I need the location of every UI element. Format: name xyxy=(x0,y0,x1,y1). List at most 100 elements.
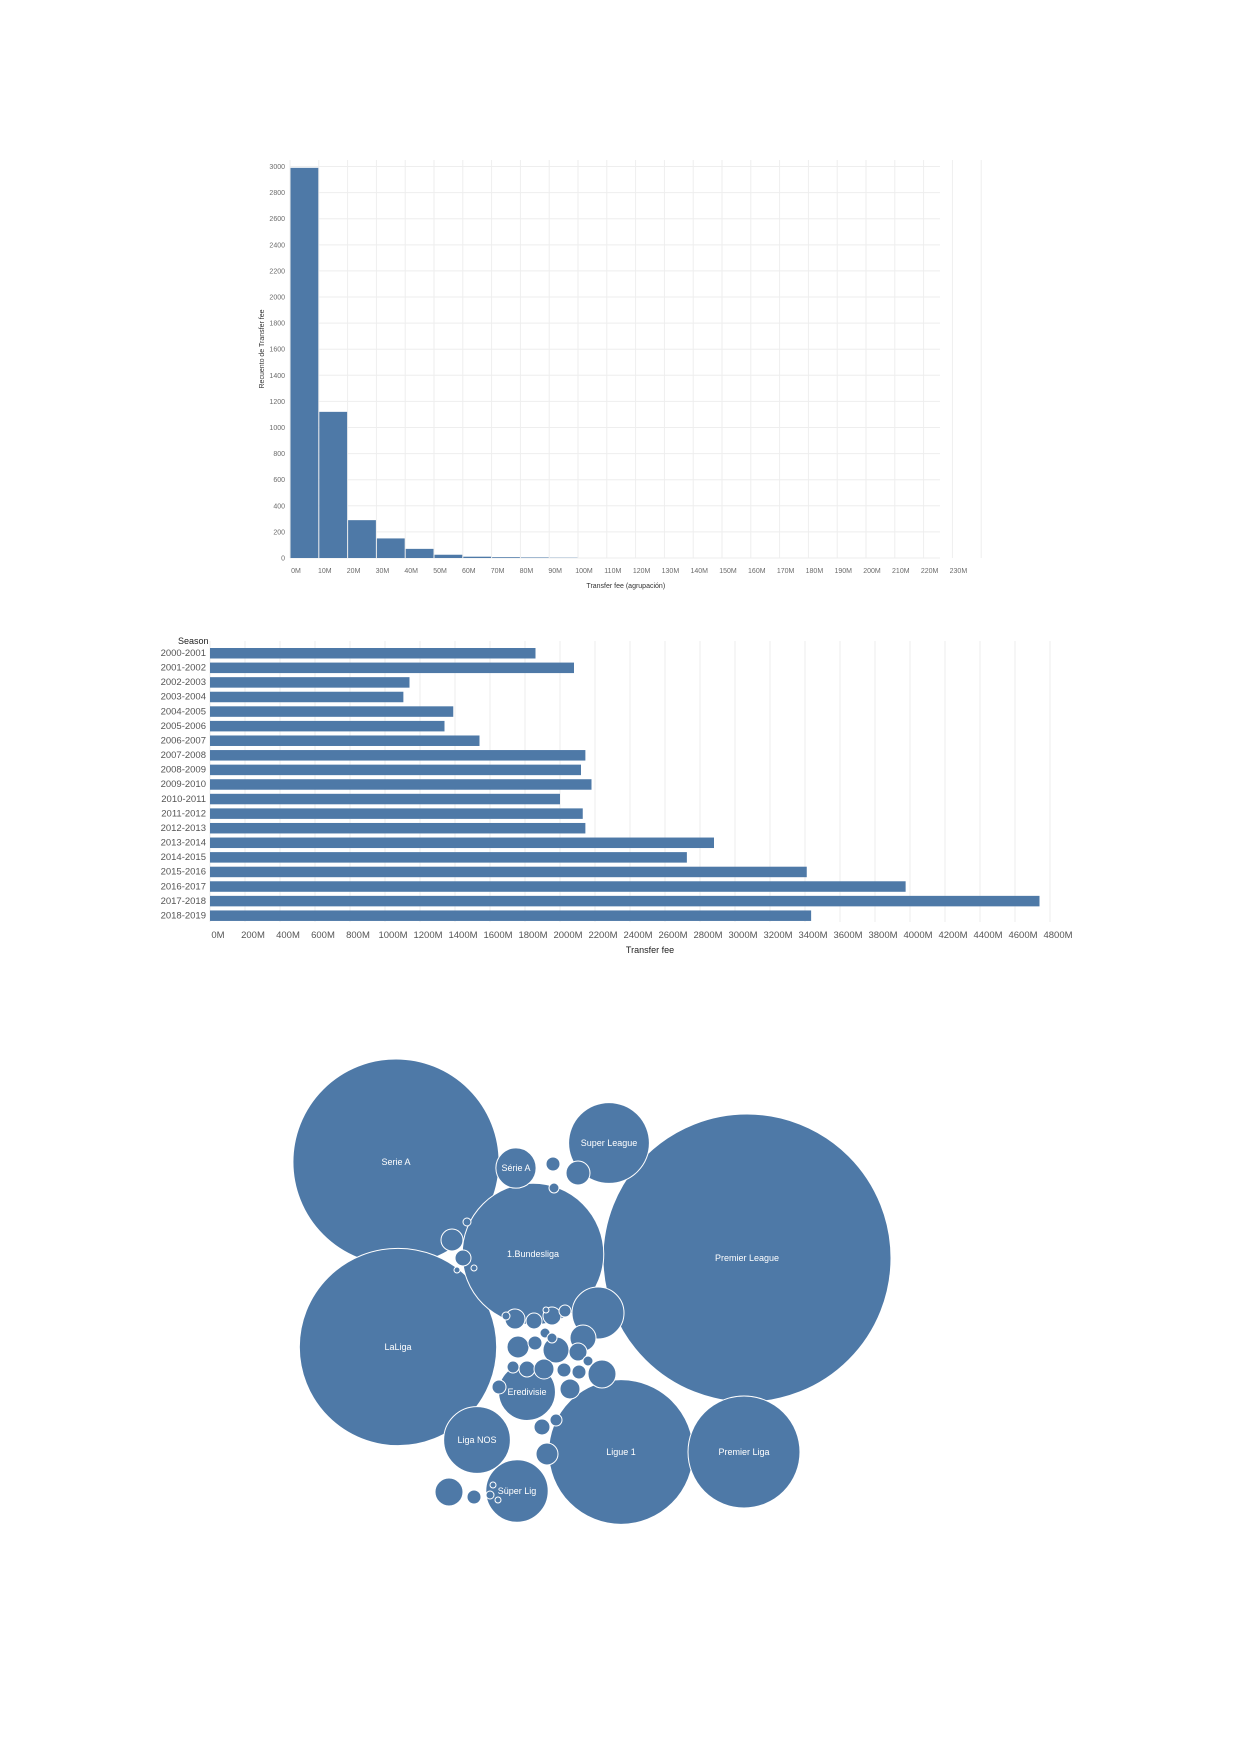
hist-x-tick-label: 120M xyxy=(633,568,651,575)
league-bubble-small xyxy=(533,1418,551,1436)
hist-y-tick-label: 200 xyxy=(273,529,285,536)
hist-y-tick-label: 400 xyxy=(273,503,285,510)
league-bubble-small xyxy=(506,1335,530,1359)
league-bubble-small xyxy=(491,1379,507,1395)
season-bar xyxy=(210,866,807,878)
season-bar xyxy=(210,750,586,761)
hist-y-tick-label: 1800 xyxy=(269,321,285,328)
hist-y-tick-label: 1600 xyxy=(269,347,285,354)
league-bubble xyxy=(687,1395,801,1509)
league-bubble-small xyxy=(559,1378,581,1400)
bars-x-tick-label: 200M xyxy=(241,930,265,941)
league-bubble-label: Eredivisie xyxy=(507,1387,546,1397)
league-bubble-small xyxy=(525,1312,543,1330)
bars-x-tick-label: 800M xyxy=(346,930,370,941)
hist-x-tick-label: 180M xyxy=(806,568,824,575)
bars-x-tick-label: 600M xyxy=(311,930,335,941)
bars-category-label: 2013-2014 xyxy=(161,838,206,849)
league-bubble-small xyxy=(462,1217,472,1227)
hist-bar xyxy=(405,548,434,558)
league-bubble-small xyxy=(453,1266,461,1274)
season-bar-chart: 0M 200M 400M 600M 800M 1000M 1200M 1400M 1600M 18… xyxy=(161,636,1073,955)
league-bubble-small xyxy=(466,1489,482,1505)
bars-x-tick-label: 3400M xyxy=(798,930,827,941)
hist-x-tick-label: 90M xyxy=(548,568,562,575)
bars-x-axis-title: Transfer fee xyxy=(626,945,674,955)
hist-x-tick-label: 230M xyxy=(950,568,968,575)
season-bar xyxy=(210,822,586,834)
league-bubble-small xyxy=(549,1413,563,1427)
league-bubble-label: Ligue 1 xyxy=(606,1447,636,1457)
bars-category-label: 2001-2002 xyxy=(161,663,206,674)
bars-x-tick-label: 3800M xyxy=(868,930,897,941)
league-bubble-small xyxy=(587,1359,617,1389)
league-bubble-small xyxy=(545,1156,561,1172)
hist-x-tick-label: 60M xyxy=(462,568,476,575)
bars-x-tick-label: 0M xyxy=(211,930,224,941)
league-bubble-small xyxy=(527,1335,543,1351)
season-bar xyxy=(210,852,687,863)
league-bubble-chart: Premier League Serie A LaLiga 1.Bundesliga L… xyxy=(292,1058,892,1525)
season-bar xyxy=(210,837,714,849)
league-bubble xyxy=(298,1247,498,1447)
bars-x-tick-label: 4600M xyxy=(1008,930,1037,941)
league-bubble-small xyxy=(548,1182,560,1194)
bars-category-label: 2003-2004 xyxy=(161,692,206,703)
league-bubble-label: Premier Liga xyxy=(718,1447,769,1457)
hist-bar xyxy=(290,167,319,558)
bars-x-tick-label: 2800M xyxy=(693,930,722,941)
hist-x-tick-label: 0M xyxy=(291,568,301,575)
hist-y-tick-label: 600 xyxy=(273,477,285,484)
hist-y-axis-title: Recuento de Transfer fee xyxy=(259,309,266,388)
league-bubble-label: LaLiga xyxy=(384,1342,411,1352)
hist-x-tick-label: 30M xyxy=(376,568,390,575)
histogram-chart: 0 200 400 600 800 1000 1200 1400 1600 1800 2000 220… xyxy=(259,160,982,590)
league-bubble-label: Liga NOS xyxy=(457,1435,496,1445)
bars-category-label: 2011-2012 xyxy=(161,808,206,819)
hist-x-tick-label: 160M xyxy=(748,568,766,575)
bars-x-tick-label: 4800M xyxy=(1043,930,1072,941)
league-bubble xyxy=(495,1147,537,1189)
hist-bar xyxy=(520,557,549,558)
season-bar xyxy=(210,691,404,703)
season-bar xyxy=(210,764,581,776)
league-bubble-label: Süper Lig xyxy=(498,1486,537,1496)
league-bubble-small xyxy=(558,1304,572,1318)
hist-y-tick-label: 2200 xyxy=(269,268,285,275)
bars-x-tick-label: 2200M xyxy=(588,930,617,941)
league-bubble-label: Série A xyxy=(501,1163,530,1173)
hist-x-tick-label: 220M xyxy=(921,568,939,575)
hist-x-tick-label: 50M xyxy=(433,568,447,575)
hist-y-tick-label: 1400 xyxy=(269,373,285,380)
league-bubble-small xyxy=(546,1332,558,1344)
league-bubble xyxy=(568,1102,650,1184)
bars-x-tick-label: 400M xyxy=(276,930,300,941)
bars-category-label: 2002-2003 xyxy=(161,677,206,688)
bars-category-label: 2008-2009 xyxy=(161,765,206,776)
league-bubble-small xyxy=(434,1477,464,1507)
hist-bar xyxy=(348,520,376,558)
season-bar xyxy=(210,793,560,805)
league-bubble-small xyxy=(533,1358,555,1380)
league-bubble-small xyxy=(582,1355,594,1367)
hist-x-tick-label: 70M xyxy=(491,568,505,575)
hist-x-tick-label: 100M xyxy=(575,568,593,575)
hist-bar xyxy=(434,554,463,558)
hist-x-tick-label: 110M xyxy=(604,568,621,575)
league-bubble-small xyxy=(494,1496,502,1504)
bars-category-label: 2016-2017 xyxy=(161,881,206,892)
league-bubble-label: Serie A xyxy=(381,1157,410,1167)
hist-x-tick-label: 210M xyxy=(892,568,910,575)
bars-x-tick-label: 3000M xyxy=(728,930,757,941)
league-bubble-small xyxy=(506,1360,520,1374)
bars-category-label: 2005-2006 xyxy=(161,721,206,732)
hist-x-tick-label: 40M xyxy=(404,568,418,575)
bars-category-label: 2015-2016 xyxy=(161,867,206,878)
bars-x-tick-label: 3200M xyxy=(763,930,792,941)
league-bubble-small xyxy=(556,1362,572,1378)
bars-x-tick-label: 1400M xyxy=(448,930,477,941)
league-bubble-label: 1.Bundesliga xyxy=(507,1249,559,1259)
bars-x-tick-label: 4000M xyxy=(903,930,932,941)
season-bar xyxy=(210,662,574,674)
bars-x-tick-label: 1800M xyxy=(518,930,547,941)
